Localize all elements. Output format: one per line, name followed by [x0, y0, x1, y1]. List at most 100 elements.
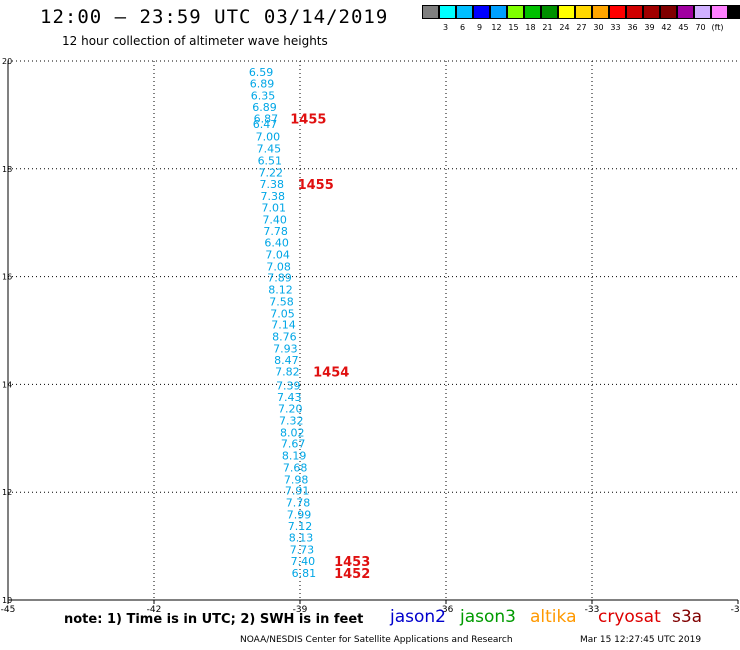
swh-value: 6.47 [253, 118, 278, 131]
swh-value: 7.12 [288, 520, 313, 533]
swh-value: 7.04 [265, 249, 290, 262]
color-swatch [541, 5, 558, 19]
color-swatch [626, 5, 643, 19]
swh-value: 8.19 [282, 450, 307, 463]
swh-value: 7.78 [286, 496, 311, 509]
swh-value: 7.00 [256, 130, 281, 143]
swh-value: 7.91 [285, 485, 310, 498]
swh-value: 7.01 [261, 202, 286, 215]
swh-value: 6.51 [258, 155, 283, 168]
color-swatch [677, 5, 694, 19]
color-scale-label: 30 [593, 23, 604, 32]
lon-tick-label: -45 [1, 605, 16, 615]
swh-value: 7.38 [260, 178, 285, 191]
lon-tick-label: -36 [439, 605, 454, 615]
swh-value: 7.82 [275, 365, 300, 378]
swh-value: 8.47 [274, 354, 299, 367]
swh-value: 8.76 [272, 330, 297, 343]
swh-value: 7.89 [267, 272, 292, 285]
swh-value: 7.39 [276, 379, 301, 392]
swh-value: 7.05 [270, 307, 295, 320]
lat-tick-label: 10 [2, 596, 12, 605]
lat-tick-label: 12 [2, 488, 12, 497]
color-scale-label: 39 [644, 23, 655, 32]
swh-value: 7.58 [269, 295, 294, 308]
lat-tick-label: 20 [2, 57, 12, 66]
swh-value: 7.67 [281, 438, 306, 451]
color-swatch [456, 5, 473, 19]
color-swatch [473, 5, 490, 19]
lat-tick-label: 16 [2, 273, 12, 282]
color-swatch [592, 5, 609, 19]
swh-value: 7.40 [262, 213, 287, 226]
swh-value: 7.40 [291, 555, 316, 568]
color-swatch [558, 5, 575, 19]
swh-value: 7.08 [266, 260, 291, 273]
color-scale-label: 45 [678, 23, 689, 32]
color-scale-label: 36 [627, 23, 638, 32]
swh-value: 7.99 [287, 508, 312, 521]
pass-time-label: 1452 [334, 567, 370, 582]
lon-tick-label: -33 [585, 605, 600, 615]
color-swatch [422, 5, 439, 19]
timestamp-text: Mar 15 12:27:45 UTC 2019 [580, 635, 702, 645]
lat-tick-label: 14 [2, 380, 12, 389]
lon-tick-label: -30 [731, 605, 740, 615]
swh-value: 7.93 [273, 342, 298, 355]
swh-value: 6.81 [292, 567, 317, 580]
lat-tick-label: 18 [2, 165, 12, 174]
swh-value: 7.73 [290, 543, 315, 556]
legend-jason2: jason2 [390, 607, 446, 627]
swh-value: 7.32 [279, 415, 304, 428]
color-scale-label: 70 [695, 23, 706, 32]
swh-value: 7.14 [271, 319, 296, 332]
color-scale-label: 18 [525, 23, 536, 32]
swh-value: 8.12 [268, 284, 293, 297]
swh-value: 8.02 [280, 426, 305, 439]
color-scale-label: 12 [491, 23, 502, 32]
swh-value: 6.40 [264, 237, 289, 250]
swh-value: 6.89 [250, 78, 275, 91]
color-scale-label: 27 [576, 23, 587, 32]
color-scale-label: 3 [442, 23, 449, 32]
pass-time-label: 1453 [334, 555, 370, 570]
color-swatch [660, 5, 677, 19]
color-swatch [609, 5, 626, 19]
footer-note: note: 1) Time is in UTC; 2) SWH is in fe… [64, 612, 364, 627]
color-scale-label: (ft) [711, 23, 724, 32]
credit-text: NOAA/NESDIS Center for Satellite Applica… [240, 635, 513, 645]
swh-value: 7.78 [263, 225, 288, 238]
map-subtitle: 12 hour collection of altimeter wave hei… [62, 34, 328, 48]
color-scale-label: 42 [661, 23, 672, 32]
swh-value: 7.22 [259, 167, 284, 180]
color-swatch [439, 5, 456, 19]
pass-time-label: 1454 [313, 365, 349, 380]
lon-tick-label: -42 [147, 605, 162, 615]
swh-value: 7.98 [284, 473, 309, 486]
swh-value: 7.20 [278, 403, 303, 416]
pass-time-label: 1455 [298, 178, 334, 193]
swh-value: 6.87 [254, 113, 279, 126]
map-title: 12:00 – 23:59 UTC 03/14/2019 [40, 6, 389, 28]
swh-value: 7.38 [260, 190, 285, 203]
legend-cryosat: cryosat [598, 607, 661, 627]
legend-s3a: s3a [672, 607, 703, 627]
color-scale-label: 24 [559, 23, 570, 32]
pass-time-label: 1455 [290, 113, 326, 128]
color-swatch [711, 5, 728, 19]
swh-value: 7.45 [257, 142, 282, 155]
lon-tick-label: -39 [293, 605, 308, 615]
color-scale-label: 21 [542, 23, 553, 32]
color-swatch [643, 5, 660, 19]
swh-value: 7.68 [283, 461, 308, 474]
swh-value: 7.43 [277, 391, 302, 404]
color-swatch [728, 5, 740, 19]
color-swatch [490, 5, 507, 19]
swh-value: 8.13 [289, 531, 314, 544]
swh-value: 6.35 [251, 89, 276, 102]
color-scale-label: 33 [610, 23, 621, 32]
color-scale-label: 6 [459, 23, 466, 32]
color-scale-label: 9 [476, 23, 483, 32]
color-swatch [524, 5, 541, 19]
